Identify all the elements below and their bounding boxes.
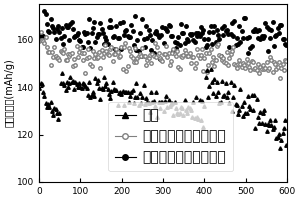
石墨烯粉体改性金属锂 [85,57,88,60]
少层石墨烯改性金属锂 [266,50,270,53]
少层石墨烯改性金属锂 [43,10,46,12]
少层石墨烯改性金属锂 [38,35,41,38]
纯锂 [265,130,268,132]
石墨烯粉体改性金属锂 [273,63,277,66]
石墨烯粉体改性金属锂 [49,64,52,66]
纯锂 [209,67,212,70]
石墨烯粉体改性金属锂 [278,76,282,79]
石墨烯粉体改性金属锂 [39,31,43,34]
纯锂 [273,119,277,121]
纯锂 [38,87,41,90]
Y-axis label: 放电比容量(mAh/g): 放电比容量(mAh/g) [4,59,14,127]
Line: 少层石墨烯改性金属锂: 少层石墨烯改性金属锂 [38,10,288,61]
纯锂 [48,106,51,109]
Legend: 纯锂, 石墨烯粉体改性金属锂, 少层石墨烯改性金属锂: 纯锂, 石墨烯粉体改性金属锂, 少层石墨烯改性金属锂 [108,102,233,171]
纯锂 [84,85,87,88]
石墨烯粉体改性金属锂 [38,40,41,42]
少层石墨烯改性金属锂 [49,18,52,20]
少层石墨烯改性金属锂 [275,34,278,36]
少层石墨烯改性金属锂 [285,43,288,46]
纯锂 [52,107,56,109]
纯锂 [278,146,282,149]
少层石墨烯改性金属锂 [105,38,108,41]
纯锂 [285,144,288,146]
石墨烯粉体改性金属锂 [54,55,57,57]
Line: 纯锂: 纯锂 [38,67,288,149]
Line: 石墨烯粉体改性金属锂: 石墨烯粉体改性金属锂 [38,31,288,79]
石墨烯粉体改性金属锂 [265,61,268,63]
少层石墨烯改性金属锂 [85,32,88,34]
纯锂 [103,85,107,88]
石墨烯粉体改性金属锂 [105,50,108,52]
少层石墨烯改性金属锂 [158,58,162,61]
少层石墨烯改性金属锂 [54,37,57,40]
石墨烯粉体改性金属锂 [285,60,288,62]
